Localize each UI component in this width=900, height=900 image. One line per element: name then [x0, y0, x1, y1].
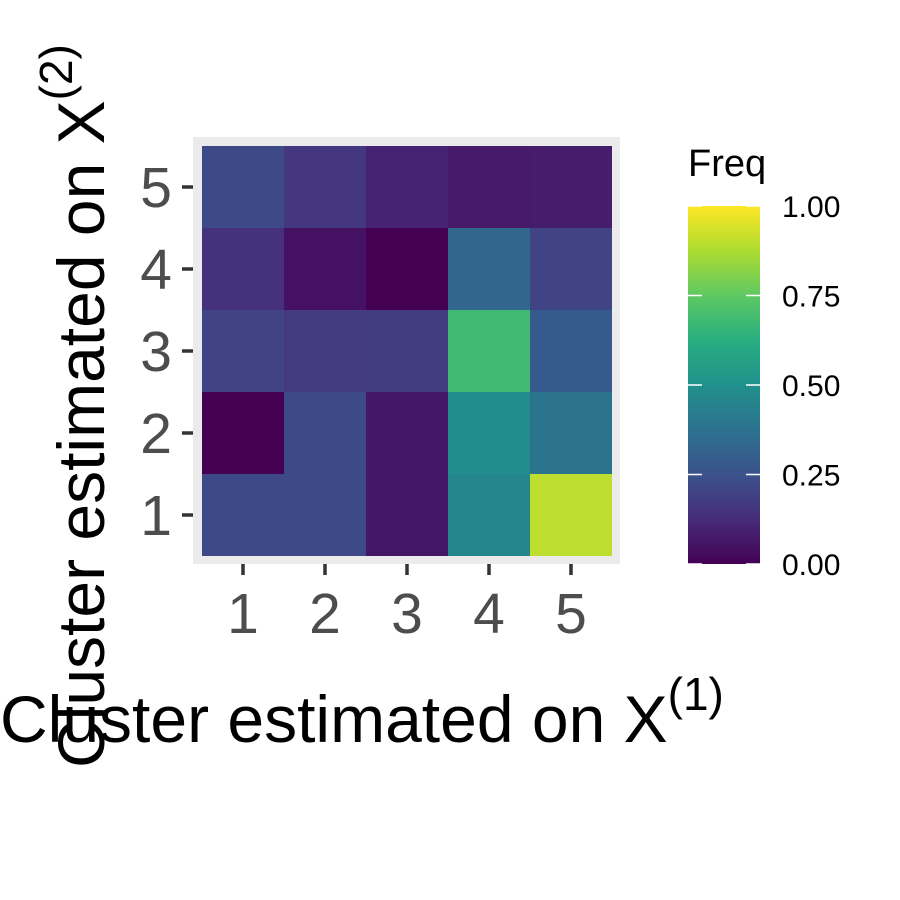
- legend-ticks: 0.00 0.25 0.50 0.75 1.00: [688, 191, 840, 582]
- x-tick-label: 3: [391, 582, 423, 646]
- heatmap-cell: [366, 392, 448, 474]
- legend-tick-label: 0.50: [782, 370, 840, 403]
- heatmap-cells: [202, 146, 612, 556]
- heatmap-cell: [448, 474, 530, 556]
- heatmap-cell: [530, 474, 612, 556]
- y-axis-title: Cluster estimated on X(2): [30, 44, 118, 768]
- heatmap-cell: [202, 392, 284, 474]
- x-axis-title: Cluster estimated on X(1): [0, 668, 724, 756]
- heatmap-cell: [284, 474, 366, 556]
- heatmap-cell: [366, 474, 448, 556]
- heatmap-cell: [530, 228, 612, 310]
- y-tick-label: 1: [140, 484, 172, 548]
- heatmap-cell: [530, 310, 612, 392]
- heatmap-cell: [448, 310, 530, 392]
- x-tick-label: 4: [473, 582, 505, 646]
- legend-tick-label: 0.25: [782, 460, 840, 493]
- y-tick-label: 4: [140, 238, 172, 302]
- heatmap-cell: [448, 146, 530, 228]
- y-axis-title-main: Cluster estimated on X: [44, 100, 118, 768]
- heatmap-cell: [284, 228, 366, 310]
- heatmap-cell: [202, 146, 284, 228]
- legend-title: Freq: [688, 143, 766, 185]
- heatmap-cell: [284, 392, 366, 474]
- heatmap-cell: [202, 474, 284, 556]
- x-tick-label: 5: [555, 582, 587, 646]
- heatmap-cell: [284, 146, 366, 228]
- heatmap-cell: [284, 310, 366, 392]
- legend-tick-label: 0.75: [782, 281, 840, 314]
- heatmap-cell: [202, 310, 284, 392]
- heatmap-cell: [202, 228, 284, 310]
- x-axis-title-superscript: (1): [668, 668, 724, 720]
- y-axis: 1 2 3 4 5: [140, 156, 193, 548]
- heatmap-cell: [530, 392, 612, 474]
- y-tick-label: 2: [140, 402, 172, 466]
- legend-tick-label: 0.00: [782, 549, 840, 582]
- heatmap-cell: [366, 228, 448, 310]
- x-axis-title-main: Cluster estimated on X: [0, 682, 668, 756]
- x-tick-label: 1: [227, 582, 259, 646]
- heatmap-cell: [366, 310, 448, 392]
- heatmap-cell: [448, 392, 530, 474]
- heatmap-cell: [530, 146, 612, 228]
- color-legend: Freq 0.00 0.25 0.50 0.75 1.00: [688, 143, 840, 582]
- heatmap-cell: [366, 146, 448, 228]
- y-axis-title-superscript: (2): [30, 44, 82, 100]
- y-tick-label: 3: [140, 320, 172, 384]
- legend-tick-label: 1.00: [782, 191, 840, 224]
- x-tick-label: 2: [309, 582, 341, 646]
- heatmap-cell: [448, 228, 530, 310]
- y-tick-label: 5: [140, 156, 172, 220]
